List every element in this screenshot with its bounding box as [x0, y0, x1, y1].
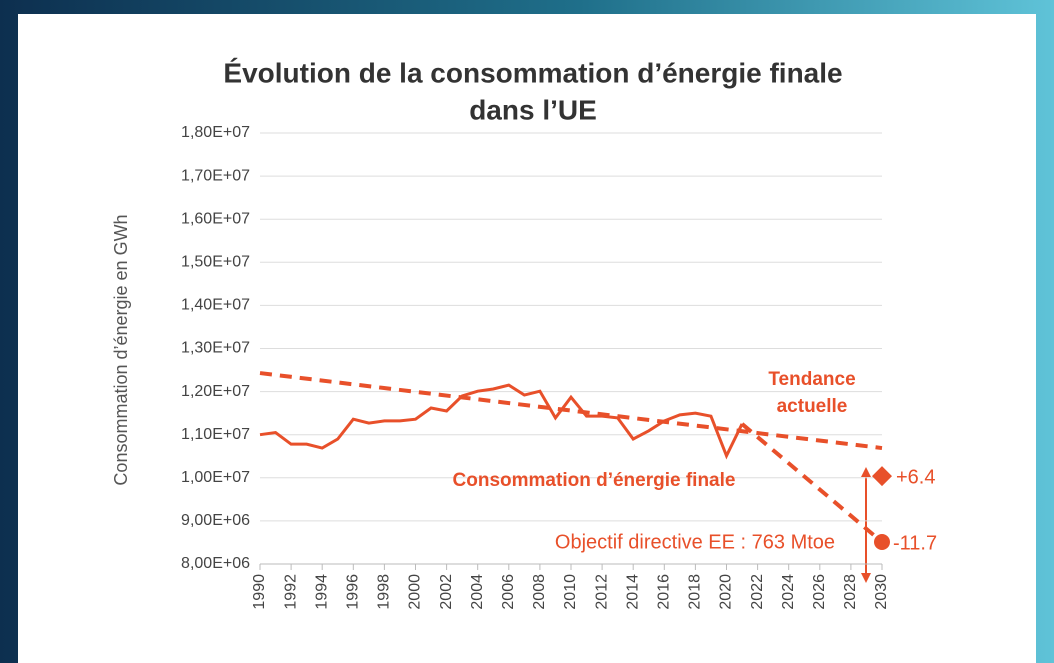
annotation: Objectif directive EE : 763 Mtoe — [555, 531, 835, 553]
y-tick-label: 1,20E+07 — [181, 383, 250, 400]
x-tick-label: 2028 — [842, 574, 859, 610]
x-tick-label: 2008 — [531, 574, 548, 610]
y-tick-label: 1,70E+07 — [181, 167, 250, 184]
x-tick-label: 2014 — [624, 574, 641, 610]
y-tick-label: 1,30E+07 — [181, 340, 250, 357]
y-tick-label: 1,50E+07 — [181, 254, 250, 271]
x-tick-label: 2030 — [873, 574, 890, 610]
x-tick-label: 2026 — [811, 574, 828, 610]
trend-line — [740, 422, 884, 544]
y-tick-label: 1,80E+07 — [181, 124, 250, 141]
x-tick-label: 1994 — [313, 574, 330, 610]
y-tick-label: 1,40E+07 — [181, 297, 250, 314]
x-tick-label: 2012 — [593, 574, 610, 610]
y-tick-label: 8,00E+06 — [181, 555, 250, 572]
x-tick-label: 2024 — [780, 574, 797, 610]
x-tick-label: 1998 — [376, 574, 393, 610]
y-tick-label: 9,00E+06 — [181, 512, 250, 529]
y-tick-label: 1,00E+07 — [181, 469, 250, 486]
annotation: actuelle — [777, 396, 848, 417]
x-tick-label: 1992 — [282, 574, 299, 610]
y-axis-title: Consommation d’énergie en GWh — [111, 214, 131, 485]
x-tick-label: 2016 — [656, 574, 673, 610]
x-tick-label: 2002 — [438, 574, 455, 610]
x-tick-label: 2018 — [687, 574, 704, 610]
annotation: Tendance — [768, 369, 855, 390]
point-label: -11.7 — [893, 532, 937, 554]
trend-line — [259, 371, 883, 451]
x-tick-label: 2020 — [718, 574, 735, 610]
y-tick-label: 1,10E+07 — [181, 426, 250, 443]
chart-title: Évolution de la consommation d’énergie f… — [223, 57, 842, 88]
chart-title: dans l’UE — [469, 94, 597, 125]
x-tick-label: 2022 — [749, 574, 766, 610]
x-tick-label: 2010 — [562, 574, 579, 610]
x-tick-label: 2004 — [469, 574, 486, 610]
y-tick-label: 1,60E+07 — [181, 210, 250, 227]
annotation: Consommation d’énergie finale — [453, 470, 736, 491]
x-tick-label: 2006 — [500, 574, 517, 610]
x-tick-label: 2000 — [407, 574, 424, 610]
x-tick-label: 1990 — [251, 574, 268, 610]
circle-marker — [874, 534, 890, 551]
point-label: +6.4 — [896, 466, 935, 488]
x-tick-label: 1996 — [345, 574, 362, 610]
diamond-marker — [872, 466, 892, 487]
